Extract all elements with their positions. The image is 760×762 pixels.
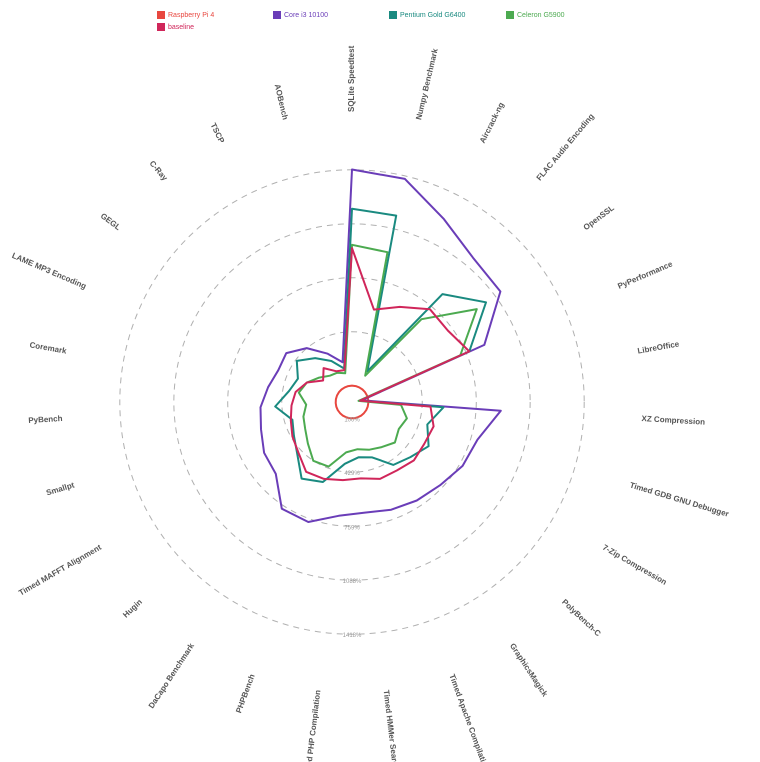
chart-legend: Raspberry Pi 4 Core i3 10100 Pentium Gol…: [0, 0, 760, 40]
grid-ring: [227, 277, 477, 527]
ring-value-label: 759%: [344, 525, 360, 531]
axis-label: Coremark: [29, 340, 68, 355]
axis-label: TSCP: [209, 122, 227, 146]
axis-label: SQLite Speedtest: [347, 45, 356, 112]
legend-item-pentium-gold-g6400[interactable]: Pentium Gold G6400: [389, 11, 465, 19]
axis-label: Numpy Benchmark: [414, 47, 440, 121]
legend-label: baseline: [168, 23, 195, 31]
legend-item-core-i3-10100[interactable]: Core i3 10100: [273, 11, 328, 19]
radar-rings: [119, 169, 585, 635]
axis-label: Timed MAFFT Alignment: [17, 543, 103, 598]
axis-label: LAME MP3 Encoding: [11, 251, 88, 291]
legend-swatch: [157, 11, 165, 19]
axis-label: GraphicsMagick: [508, 642, 550, 699]
axis-label: 7-Zip Compression: [601, 543, 668, 587]
legend-label: Celeron G5900: [517, 11, 565, 19]
axis-label: XZ Compression: [641, 414, 705, 427]
legend-swatch: [506, 11, 514, 19]
radar-series: [259, 168, 502, 523]
axis-label: FLAC Audio Encoding: [535, 112, 596, 183]
legend-item-baseline[interactable]: baseline: [157, 23, 194, 31]
ring-value-label: 1088%: [343, 579, 362, 585]
axis-label: PolyBench-C: [560, 597, 603, 638]
axis-label: Timed HMMer Search: [382, 689, 400, 762]
ring-value-label: 429%: [344, 471, 360, 477]
series-line-raspberry-pi-4[interactable]: [334, 384, 370, 420]
axis-label: Timed PHP Compilation: [303, 689, 322, 762]
legend-label: Core i3 10100: [284, 11, 328, 19]
legend-label: Raspberry Pi 4: [168, 11, 215, 19]
axis-label: GEGL: [99, 211, 123, 232]
axis-label: PyPerformance: [616, 259, 674, 291]
ring-value-label: 100%: [344, 417, 360, 423]
series-line-core-i3-10100[interactable]: [259, 168, 502, 523]
axis-label: Aircrack-ng: [478, 101, 506, 145]
axis-label: Smallpt: [45, 480, 76, 497]
axis-label: LibreOffice: [637, 339, 681, 355]
axis-label: DaCapo Benchmark: [147, 641, 197, 710]
axis-label: PHPBench: [234, 673, 256, 715]
axis-label: Timed Apache Compilation: [447, 673, 491, 762]
series-line-pentium-gold-g6400[interactable]: [274, 207, 487, 483]
axis-label: C-Ray: [148, 159, 170, 183]
grid-ring: [119, 169, 585, 635]
axis-label: OpenSSL: [582, 203, 616, 232]
axis-label: Hugin: [121, 597, 144, 619]
legend-swatch: [273, 11, 281, 19]
grid-ring: [281, 331, 423, 473]
legend-item-celeron-g5900[interactable]: Celeron G5900: [506, 11, 564, 19]
radar-axis-labels: SQLite Speedtest Numpy Benchmark Aircrack-…: [11, 45, 730, 762]
legend-item-raspberry-pi-4[interactable]: Raspberry Pi 4: [157, 11, 214, 19]
series-line-celeron-g5900[interactable]: [297, 243, 478, 468]
axis-label: AOBench: [273, 83, 290, 121]
legend-swatch: [157, 23, 165, 31]
axis-label: Timed GDB GNU Debugger: [629, 481, 730, 519]
ring-value-label: 1418%: [343, 633, 362, 639]
series-line-baseline[interactable]: [289, 247, 471, 482]
axis-label: PyBench: [28, 414, 63, 425]
legend-label: Pentium Gold G6400: [400, 11, 466, 19]
radar-ring-labels: 100% 429% 759% 1088% 1418%: [343, 417, 362, 639]
legend-swatch: [389, 11, 397, 19]
